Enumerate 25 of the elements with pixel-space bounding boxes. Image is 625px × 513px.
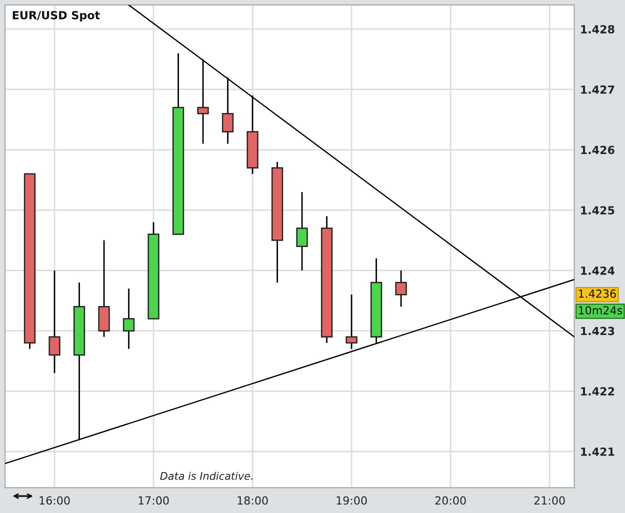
candlestick bbox=[197, 58, 209, 144]
y-tick-label: 1.426 bbox=[581, 146, 614, 154]
candlestick bbox=[48, 270, 60, 374]
x-tick-label: 21:00 bbox=[534, 496, 565, 505]
y-tick-label: 1.427 bbox=[581, 85, 614, 94]
candlestick bbox=[122, 288, 135, 350]
annotation: Data is Indicative. bbox=[160, 472, 252, 480]
y-tick-label: 1.424 bbox=[581, 266, 615, 275]
text: 10m24s bbox=[578, 306, 622, 315]
y-tick-label: 1.425 bbox=[581, 206, 614, 215]
candlestick bbox=[222, 76, 234, 144]
x-tick-label: 17:00 bbox=[138, 496, 169, 505]
x-tick-label: 20:00 bbox=[435, 496, 466, 505]
y-tick-label: 1.422 bbox=[581, 387, 614, 396]
y-tick-label: 1.421 bbox=[581, 447, 614, 456]
x-tick-label: 19:00 bbox=[336, 496, 367, 505]
annotation: 1.4236 bbox=[578, 289, 616, 298]
candlestick bbox=[395, 270, 407, 308]
x-tick-label: 18:00 bbox=[238, 496, 268, 505]
y-tick-label: 1.423 bbox=[581, 326, 614, 336]
text: EUR/USD Spot bbox=[12, 10, 100, 22]
candlestick bbox=[346, 294, 358, 350]
candlestick bbox=[296, 191, 308, 272]
y-tick-label: 1.428 bbox=[581, 25, 614, 34]
x-tick-label: 16:00 bbox=[40, 496, 70, 505]
